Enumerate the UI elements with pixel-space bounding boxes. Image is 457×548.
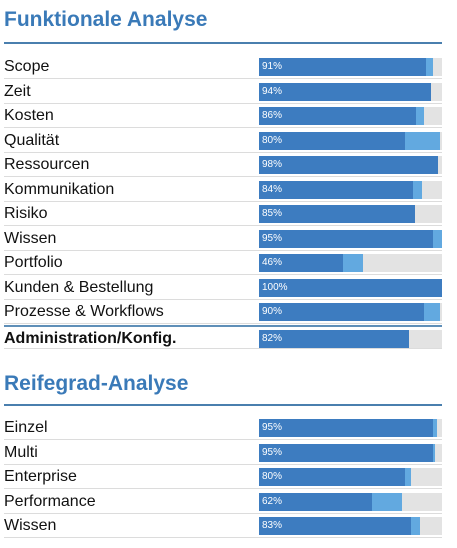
analysis-row: Administration/Konfig. 82% [4,324,442,349]
progress-percent: 62% [262,495,283,507]
progress-bar-fill [259,329,410,348]
progress-bar-fill [259,492,373,511]
analysis-row: Enterprise 80% [4,465,442,489]
progress-percent: 95% [262,446,283,458]
progress-bar-fill [259,58,426,76]
progress-bar-fill [259,229,433,248]
progress-bar-fill [259,278,442,297]
analysis-row: Wissen 83% [4,514,442,538]
progress-bar-fill [259,107,417,125]
row-label: Portfolio [4,254,63,271]
progress-bar: 85% [259,205,442,223]
progress-bar-fill [259,156,439,174]
progress-percent: 90% [262,306,283,317]
progress-bar-fill [259,254,344,272]
row-label: Enterprise [4,468,77,485]
progress-percent: 80% [262,471,283,482]
progress-bar: 91% [259,58,442,76]
progress-bar-fill [259,131,406,150]
progress-percent: 85% [262,208,283,219]
row-label: Zeit [4,82,31,100]
progress-bar-fill [259,468,406,486]
maturity-title-rule [4,404,442,406]
row-label: Ressourcen [4,156,90,173]
progress-bar-fill [259,419,433,437]
analysis-row: Kunden & Bestellung 100% [4,276,442,300]
progress-percent: 80% [262,134,283,146]
progress-bar: 95% [259,419,442,437]
progress-bar: 84% [259,180,442,199]
row-label: Wissen [4,229,57,247]
functional-analysis-title: Funktionale Analyse [4,8,208,31]
analysis-row: Multi 95% [4,441,442,465]
row-label: Einzel [4,419,48,436]
row-label: Risiko [4,205,48,222]
progress-percent: 100% [262,281,288,293]
progress-percent: 46% [262,257,283,268]
progress-bar-fill [259,180,413,199]
row-label: Kosten [4,107,54,124]
analysis-row: Kosten 86% [4,104,442,128]
progress-percent: 84% [262,183,283,195]
progress-percent: 86% [262,110,283,121]
progress-bar: 98% [259,156,442,174]
progress-percent: 95% [262,422,283,433]
progress-bar-fill [259,82,432,101]
progress-bar: 82% [259,329,442,348]
progress-bar: 95% [259,229,442,248]
analysis-row: Scope 91% [4,55,442,79]
progress-bar: 80% [259,468,442,486]
progress-percent: 82% [262,332,283,344]
row-label: Kunden & Bestellung [4,278,154,296]
analysis-row: Zeit 94% [4,80,442,104]
progress-percent: 95% [262,232,283,244]
progress-bar-fill [259,517,411,535]
progress-percent: 94% [262,85,283,97]
analysis-row: Qualität 80% [4,129,442,153]
analysis-row: Einzel 95% [4,416,442,440]
maturity-analysis-title: Reifegrad-Analyse [4,372,189,395]
progress-percent: 91% [262,61,283,72]
progress-bar: 46% [259,254,442,272]
progress-bar: 100% [259,278,442,297]
progress-bar: 83% [259,517,442,535]
progress-percent: 98% [262,159,283,170]
analysis-row: Ressourcen 98% [4,153,442,177]
analysis-row: Portfolio 46% [4,251,442,275]
progress-bar: 90% [259,303,442,321]
analysis-row: Kommunikation 84% [4,178,442,202]
row-label: Performance [4,492,96,510]
row-label: Administration/Konfig. [4,329,177,347]
row-label: Prozesse & Workflows [4,303,164,320]
progress-bar: 94% [259,82,442,101]
progress-percent: 83% [262,520,283,531]
progress-bar: 80% [259,131,442,150]
row-label: Qualität [4,131,60,149]
progress-bar: 86% [259,107,442,125]
progress-bar-fill [259,205,415,223]
analysis-row: Wissen 95% [4,227,442,251]
analysis-row: Prozesse & Workflows 90% [4,300,442,324]
analysis-row: Performance 62% [4,490,442,514]
progress-bar-fill [259,443,433,462]
functional-title-rule [4,42,442,44]
row-label: Scope [4,58,50,75]
progress-bar: 62% [259,492,442,511]
row-label: Multi [4,443,38,461]
progress-bar-fill [259,303,424,321]
progress-bar: 95% [259,443,442,462]
analysis-row: Risiko 85% [4,202,442,226]
row-label: Wissen [4,517,57,534]
row-label: Kommunikation [4,180,115,198]
